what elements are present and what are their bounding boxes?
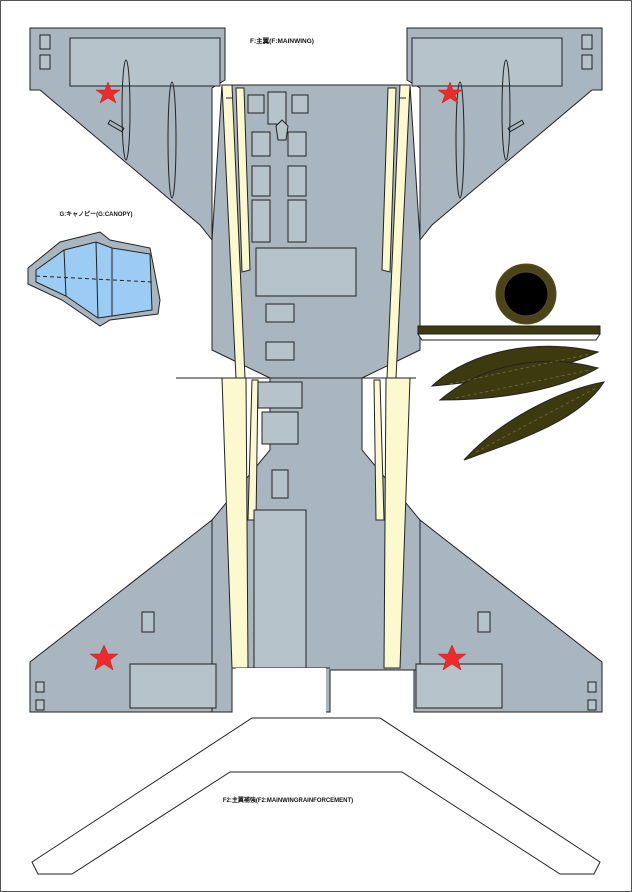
reinforcement-outline [31, 717, 601, 875]
wing-fence [501, 59, 511, 161]
reinforcement-part [31, 717, 601, 875]
wing-slot [507, 119, 525, 133]
wing-slot [107, 119, 125, 133]
wing-panel [69, 37, 221, 87]
panel [291, 94, 309, 114]
panel [247, 94, 265, 114]
wing-fence [455, 81, 465, 199]
canopy-glass [35, 241, 153, 319]
wing-panel [39, 54, 51, 70]
cream-strip-lower-left-2 [247, 379, 259, 521]
wing-panel [141, 611, 155, 633]
panel [253, 509, 307, 669]
nose-spike [275, 119, 289, 141]
wing-panel [581, 34, 593, 50]
wing-panel [477, 611, 491, 633]
intake-panels [430, 345, 606, 461]
reinforcement-label: F2:主翼補強(F2:MAINWINGRAINFORCEMENT) [223, 796, 353, 804]
wing-panel [39, 34, 51, 50]
intake-panel-3 [463, 381, 606, 461]
panel [287, 131, 307, 157]
wing-panel [129, 663, 217, 709]
wing-panel [35, 681, 45, 693]
wing-panel [411, 37, 563, 87]
red-star-icon [95, 81, 121, 104]
panel [251, 131, 271, 157]
tail-gap [236, 668, 326, 714]
red-star-icon [437, 81, 463, 104]
panel [287, 165, 307, 197]
panel [257, 381, 303, 409]
wing-fence [167, 81, 177, 199]
wing-panel [35, 699, 45, 711]
canopy-part [27, 231, 161, 327]
canopy-label: G:キャノピー(G:CANOPY) [60, 210, 133, 218]
cream-strip-lower-right-2 [373, 379, 385, 521]
panel [265, 303, 295, 323]
intake-strip [417, 325, 601, 341]
nozzle-hole [503, 271, 549, 317]
panel [271, 469, 289, 499]
panel [261, 411, 299, 445]
wing-panel [415, 663, 503, 709]
wing-fence [121, 59, 131, 161]
panel [251, 199, 271, 243]
cream-strip-upper-left-2 [235, 87, 251, 273]
red-star-icon [89, 644, 119, 671]
panel [267, 91, 287, 125]
panel [251, 165, 271, 197]
red-star-icon [437, 644, 467, 671]
cream-strip-upper-right-2 [381, 87, 397, 273]
main-wing-label: F:主翼(F:MAINWING) [250, 36, 314, 45]
intake-panel-2 [438, 360, 600, 401]
wing-panel [587, 681, 597, 693]
nozzle-part [495, 263, 557, 325]
wing-panel [581, 54, 593, 70]
panel [255, 247, 357, 297]
wing-panel [587, 699, 597, 711]
panel [287, 199, 307, 243]
panel [265, 341, 295, 361]
